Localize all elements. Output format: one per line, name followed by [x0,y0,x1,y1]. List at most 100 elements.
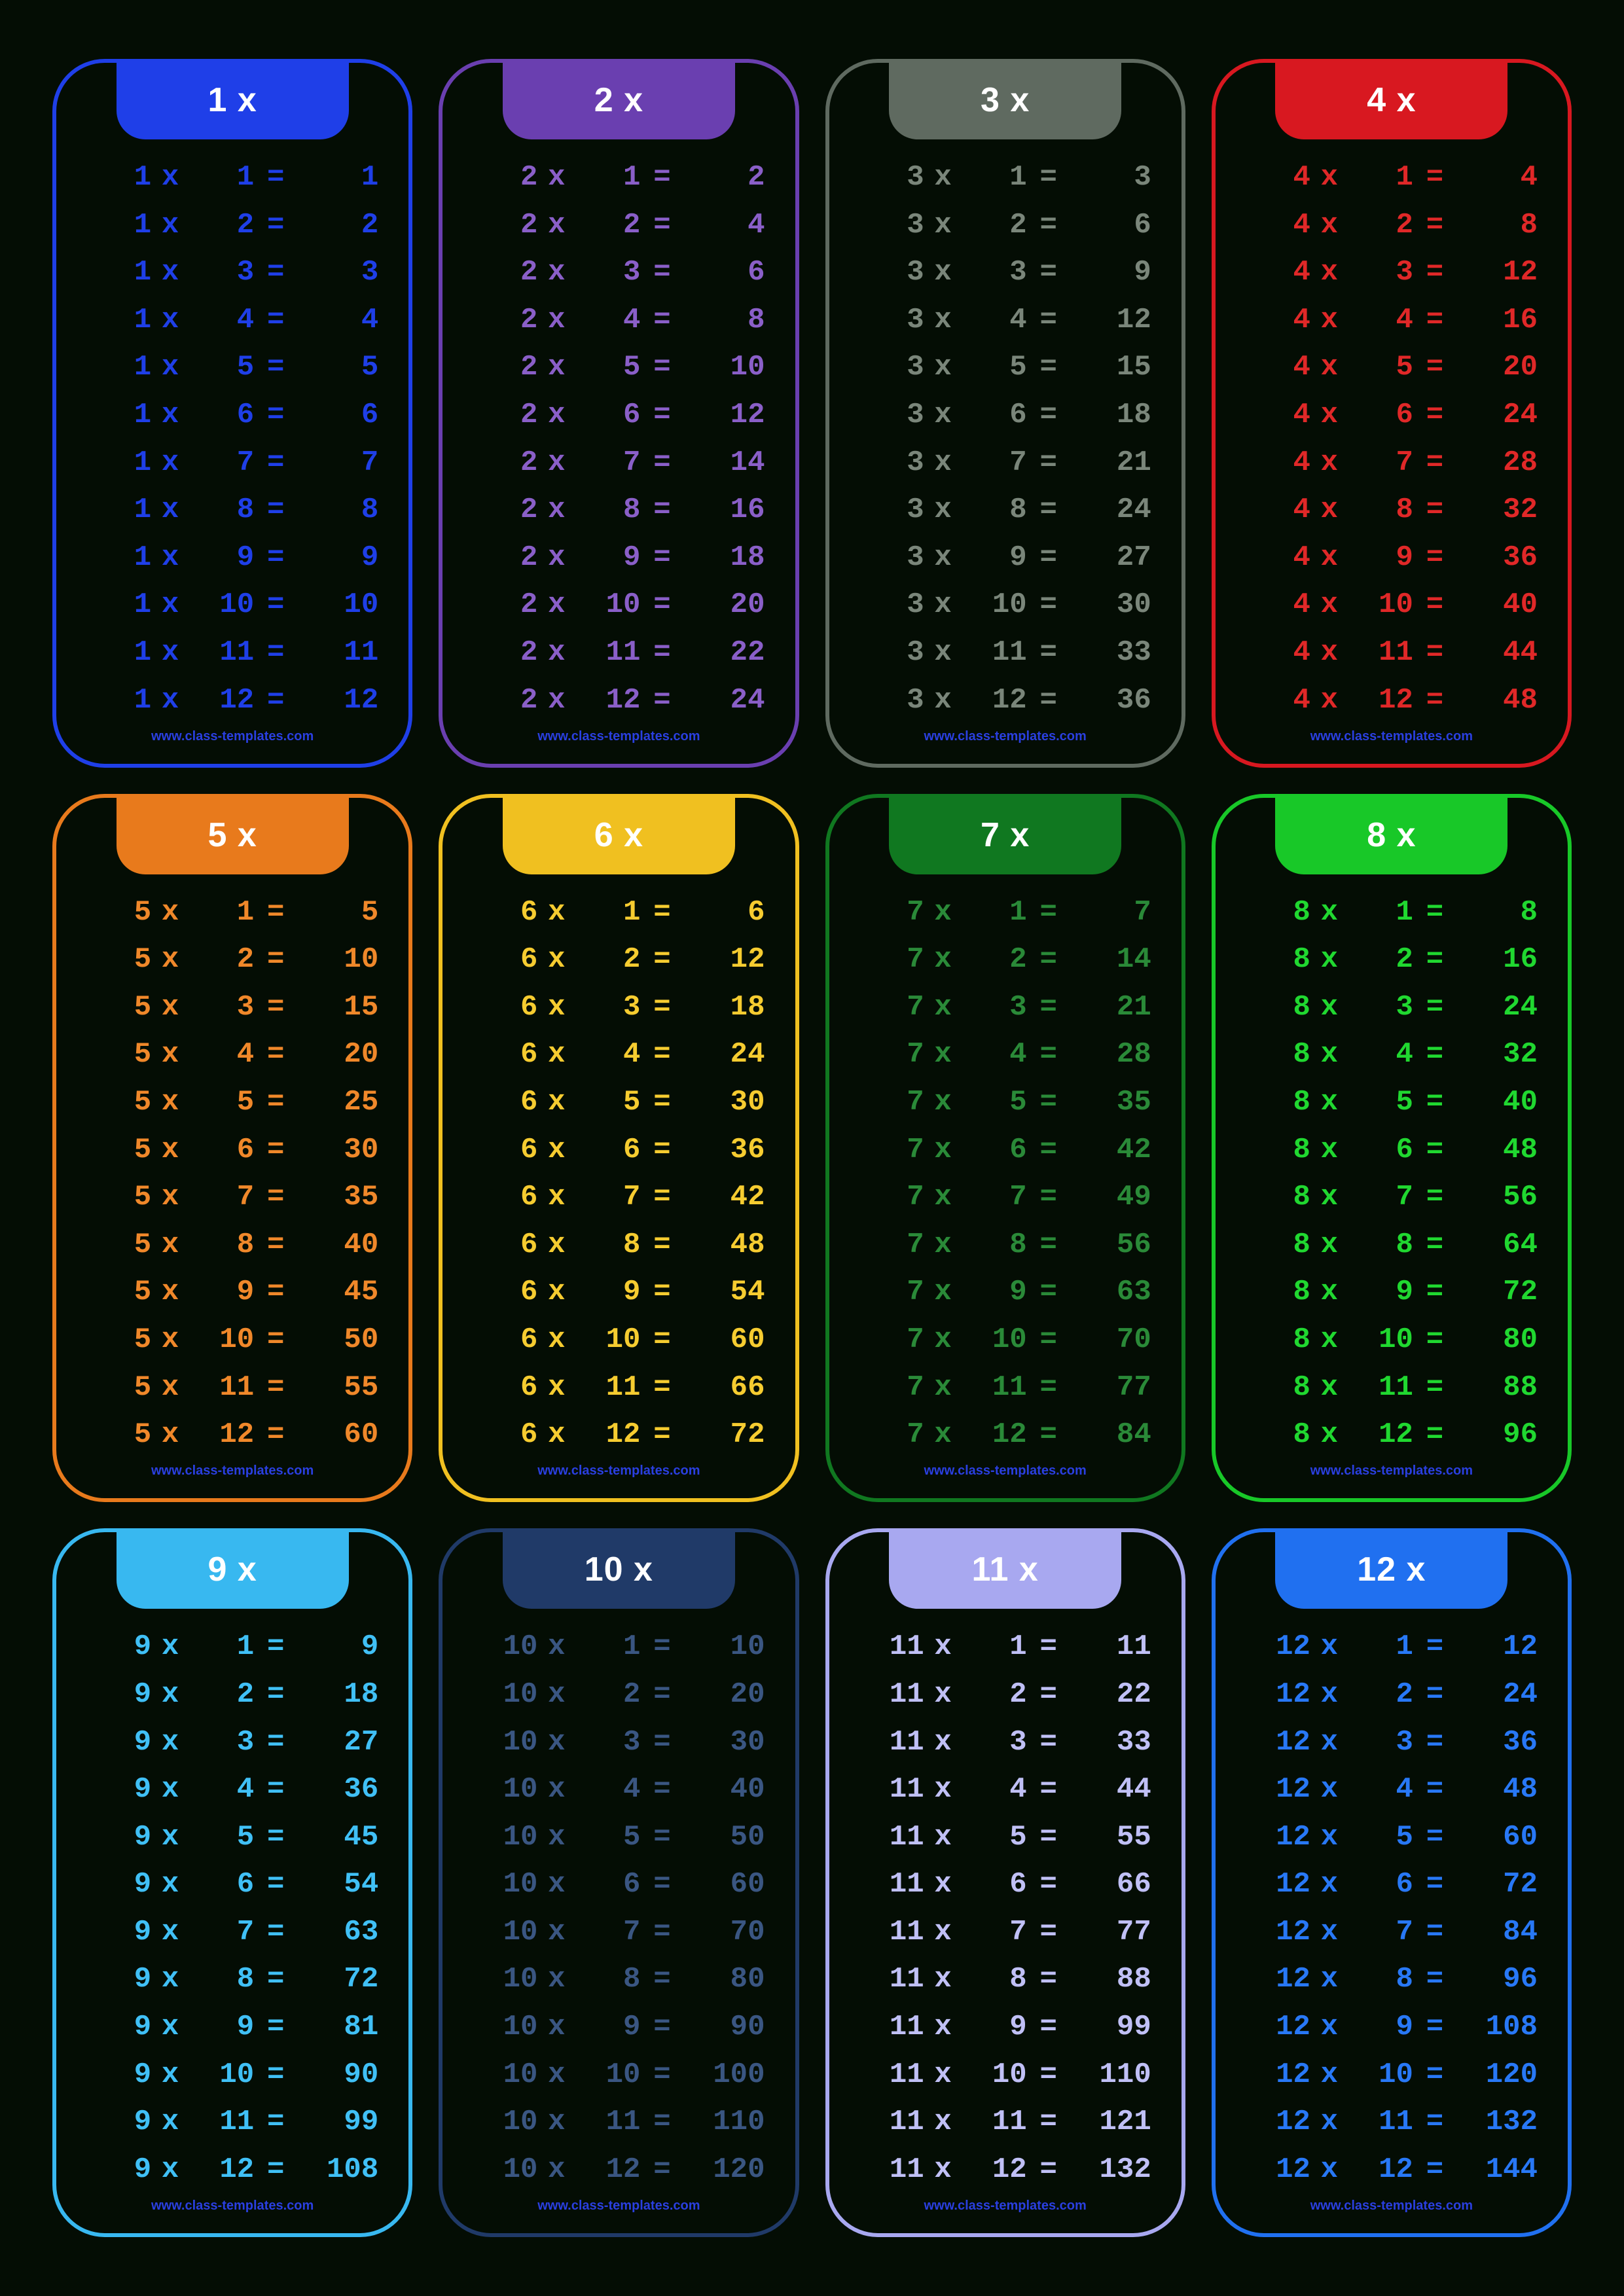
times-symbol: x [537,2013,575,2041]
equals-symbol: = [254,2108,297,2136]
multiplicand: 4 [1246,448,1310,477]
table-row: 3x12=36 [859,686,1151,715]
equals-symbol: = [640,2108,683,2136]
multiplicand: 7 [859,1088,924,1117]
times-symbol: x [924,993,962,1022]
multiplier: 1 [962,1632,1027,1661]
equals-symbol: = [254,1136,297,1164]
product: 60 [684,1870,765,1899]
equals-symbol: = [640,993,683,1022]
table-row: 9x4=36 [86,1775,378,1804]
times-symbol: x [151,590,189,619]
product: 30 [297,1136,378,1164]
table-row: 7x10=70 [859,1325,1151,1354]
table-row: 7x3=21 [859,993,1151,1022]
multiplicand: 6 [473,993,537,1022]
equals-symbol: = [254,258,297,287]
times-symbol: x [924,590,962,619]
multiplicand: 1 [86,353,151,382]
product: 22 [684,638,765,667]
equals-symbol: = [254,1823,297,1852]
times-symbol: x [924,638,962,667]
product: 6 [1070,211,1151,240]
multiplicand: 7 [859,898,924,927]
multiplicand: 8 [1246,993,1310,1022]
multiplier: 5 [189,1823,254,1852]
multiplier: 9 [962,1278,1027,1306]
table-row: 9x12=108 [86,2155,378,2184]
product: 6 [684,258,765,287]
multiplier: 8 [1348,1230,1413,1259]
product: 24 [1456,401,1538,429]
multiplicand: 4 [1246,306,1310,334]
table-row: 4x7=28 [1246,448,1538,477]
multiplier: 7 [189,1183,254,1211]
multiplicand: 6 [473,1230,537,1259]
table-row: 2x8=16 [473,495,765,524]
footer-credit: www.class-templates.com [829,1463,1182,1479]
table-row: 11x2=22 [859,1680,1151,1709]
multiplier: 1 [189,163,254,192]
table-rows-2: 2x1=22x2=42x3=62x4=82x5=102x6=122x7=142x… [442,139,795,715]
table-row: 6x12=72 [473,1420,765,1449]
multiplicand: 12 [1246,1775,1310,1804]
table-row: 7x9=63 [859,1278,1151,1306]
table-header-5: 5 x [117,796,349,874]
product: 3 [297,258,378,287]
product: 88 [1456,1373,1538,1402]
times-symbol: x [151,1230,189,1259]
product: 72 [1456,1870,1538,1899]
equals-symbol: = [1027,1088,1070,1117]
equals-symbol: = [254,1088,297,1117]
times-symbol: x [151,258,189,287]
table-row: 9x6=54 [86,1870,378,1899]
multiplier: 7 [575,448,640,477]
multiplier: 3 [1348,993,1413,1022]
multiplicand: 12 [1246,2108,1310,2136]
table-header-3: 3 x [889,61,1121,139]
product: 28 [1070,1040,1151,1069]
equals-symbol: = [1413,686,1456,715]
times-symbol: x [537,2060,575,2089]
times-symbol: x [1310,163,1348,192]
equals-symbol: = [1027,211,1070,240]
table-row: 4x10=40 [1246,590,1538,619]
product: 10 [297,590,378,619]
multiplicand: 5 [86,1373,151,1402]
multiplicand: 4 [1246,258,1310,287]
equals-symbol: = [640,1325,683,1354]
times-symbol: x [924,353,962,382]
times-symbol: x [924,2013,962,2041]
table-row: 5x12=60 [86,1420,378,1449]
times-symbol: x [924,211,962,240]
equals-symbol: = [1413,993,1456,1022]
times-symbol: x [1310,1680,1348,1709]
table-row: 7x5=35 [859,1088,1151,1117]
table-row: 10x8=80 [473,1965,765,1994]
equals-symbol: = [640,543,683,572]
equals-symbol: = [640,211,683,240]
multiplier: 5 [1348,1823,1413,1852]
multiplier: 9 [1348,1278,1413,1306]
times-symbol: x [924,1278,962,1306]
product: 48 [1456,1775,1538,1804]
multiplier: 7 [962,1183,1027,1211]
equals-symbol: = [1413,1088,1456,1117]
product: 45 [297,1823,378,1852]
equals-symbol: = [254,898,297,927]
multiplicand: 8 [1246,945,1310,974]
multiplier: 12 [575,686,640,715]
multiplicand: 10 [473,1918,537,1946]
times-symbol: x [151,638,189,667]
multiplicand: 12 [1246,2155,1310,2184]
table-row: 1x5=5 [86,353,378,382]
equals-symbol: = [640,1870,683,1899]
product: 42 [1070,1136,1151,1164]
table-header-8: 8 x [1275,796,1507,874]
table-row: 5x8=40 [86,1230,378,1259]
equals-symbol: = [254,1728,297,1757]
multiplier: 12 [1348,1420,1413,1449]
table-rows-12: 12x1=1212x2=2412x3=3612x4=4812x5=6012x6=… [1216,1609,1568,2184]
multiplier: 3 [189,258,254,287]
multiplicand: 9 [86,2060,151,2089]
